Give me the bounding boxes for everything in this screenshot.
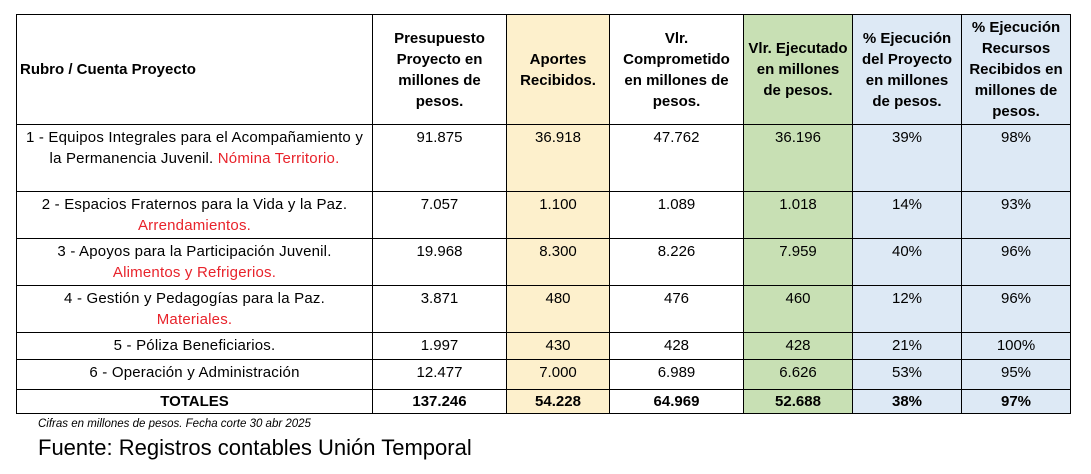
pct-recursos-cell: 96% [961, 285, 1071, 333]
header-presupuesto: Presupuesto Proyecto en millones de peso… [372, 14, 507, 125]
header-ejecutado: Vlr. Ejecutado en millones de pesos. [743, 14, 853, 125]
aportes-cell: 430 [506, 332, 610, 360]
budget-table: Rubro / Cuenta Proyecto Presupuesto Proy… [16, 14, 1071, 414]
presupuesto-cell: 91.875 [372, 124, 507, 192]
pct-recursos-cell: 100% [961, 332, 1071, 360]
ejecutado-cell: 7.959 [743, 238, 853, 286]
rubro-detail: Alimentos y Refrigerios. [112, 264, 277, 281]
rubro-detail: Nómina Territorio. [217, 150, 340, 167]
comprometido-cell: 428 [609, 332, 744, 360]
comprometido-cell: 8.226 [609, 238, 744, 286]
presupuesto-cell: 12.477 [372, 359, 507, 390]
header-pct-proyecto: % Ejecución del Proyecto en millones de … [852, 14, 962, 125]
rubro-label: 3 - Apoyos para la Participación Juvenil… [57, 243, 332, 260]
pct-recursos-cell: 98% [961, 124, 1071, 192]
rubro-cell: 6 - Operación y Administración [16, 359, 373, 390]
table-row: 5 - Póliza Beneficiarios. 1.997 430 428 … [16, 332, 1071, 360]
rubro-detail: Materiales. [156, 311, 233, 328]
pct-proyecto-cell: 40% [852, 238, 962, 286]
total-presupuesto: 137.246 [372, 389, 507, 414]
table-row: 1 - Equipos Integrales para el Acompañam… [16, 124, 1071, 192]
rubro-cell: 2 - Espacios Fraternos para la Vida y la… [16, 191, 373, 239]
table-row: 4 - Gestión y Pedagogías para la Paz. Mat… [16, 285, 1071, 333]
source-caption: Fuente: Registros contables Unión Tempor… [38, 435, 472, 460]
comprometido-cell: 6.989 [609, 359, 744, 390]
pct-proyecto-cell: 53% [852, 359, 962, 390]
comprometido-cell: 1.089 [609, 191, 744, 239]
aportes-cell: 1.100 [506, 191, 610, 239]
header-aportes: Aportes Recibidos. [506, 14, 610, 125]
totals-label: TOTALES [16, 389, 373, 414]
rubro-label: 2 - Espacios Fraternos para la Vida y la… [41, 196, 348, 213]
aportes-cell: 36.918 [506, 124, 610, 192]
header-comprometido: Vlr. Comprometido en millones de pesos. [609, 14, 744, 125]
pct-recursos-cell: 96% [961, 238, 1071, 286]
aportes-cell: 480 [506, 285, 610, 333]
aportes-cell: 8.300 [506, 238, 610, 286]
ejecutado-cell: 6.626 [743, 359, 853, 390]
total-aportes: 54.228 [506, 389, 610, 414]
presupuesto-cell: 19.968 [372, 238, 507, 286]
table-row: 2 - Espacios Fraternos para la Vida y la… [16, 191, 1071, 239]
rubro-cell: 3 - Apoyos para la Participación Juvenil… [16, 238, 373, 286]
rubro-label: 1 - Equipos Integrales para el Acompañam… [25, 129, 364, 167]
aportes-cell: 7.000 [506, 359, 610, 390]
total-comprometido: 64.969 [609, 389, 744, 414]
comprometido-cell: 476 [609, 285, 744, 333]
pct-proyecto-cell: 14% [852, 191, 962, 239]
header-rubro: Rubro / Cuenta Proyecto [16, 14, 373, 125]
pct-proyecto-cell: 39% [852, 124, 962, 192]
rubro-label: 4 - Gestión y Pedagogías para la Paz. [64, 290, 325, 307]
rubro-detail: Arrendamientos. [137, 217, 252, 234]
ejecutado-cell: 428 [743, 332, 853, 360]
comprometido-cell: 47.762 [609, 124, 744, 192]
header-row: Rubro / Cuenta Proyecto Presupuesto Proy… [16, 14, 1071, 125]
rubro-cell: 1 - Equipos Integrales para el Acompañam… [16, 124, 373, 192]
presupuesto-cell: 7.057 [372, 191, 507, 239]
table-row: 6 - Operación y Administración 12.477 7.… [16, 359, 1071, 390]
footnote: Cifras en millones de pesos. Fecha corte… [38, 418, 311, 430]
totals-row: TOTALES 137.246 54.228 64.969 52.688 38%… [16, 389, 1071, 414]
ejecutado-cell: 36.196 [743, 124, 853, 192]
total-ejecutado: 52.688 [743, 389, 853, 414]
rubro-cell: 4 - Gestión y Pedagogías para la Paz. Mat… [16, 285, 373, 333]
presupuesto-cell: 1.997 [372, 332, 507, 360]
pct-proyecto-cell: 21% [852, 332, 962, 360]
header-pct-recursos: % Ejecución Recursos Recibidos en millon… [961, 14, 1071, 125]
total-pct-proyecto: 38% [852, 389, 962, 414]
rubro-cell: 5 - Póliza Beneficiarios. [16, 332, 373, 360]
pct-recursos-cell: 93% [961, 191, 1071, 239]
total-pct-recursos: 97% [961, 389, 1071, 414]
table-row: 3 - Apoyos para la Participación Juvenil… [16, 238, 1071, 286]
pct-recursos-cell: 95% [961, 359, 1071, 390]
ejecutado-cell: 1.018 [743, 191, 853, 239]
pct-proyecto-cell: 12% [852, 285, 962, 333]
ejecutado-cell: 460 [743, 285, 853, 333]
presupuesto-cell: 3.871 [372, 285, 507, 333]
